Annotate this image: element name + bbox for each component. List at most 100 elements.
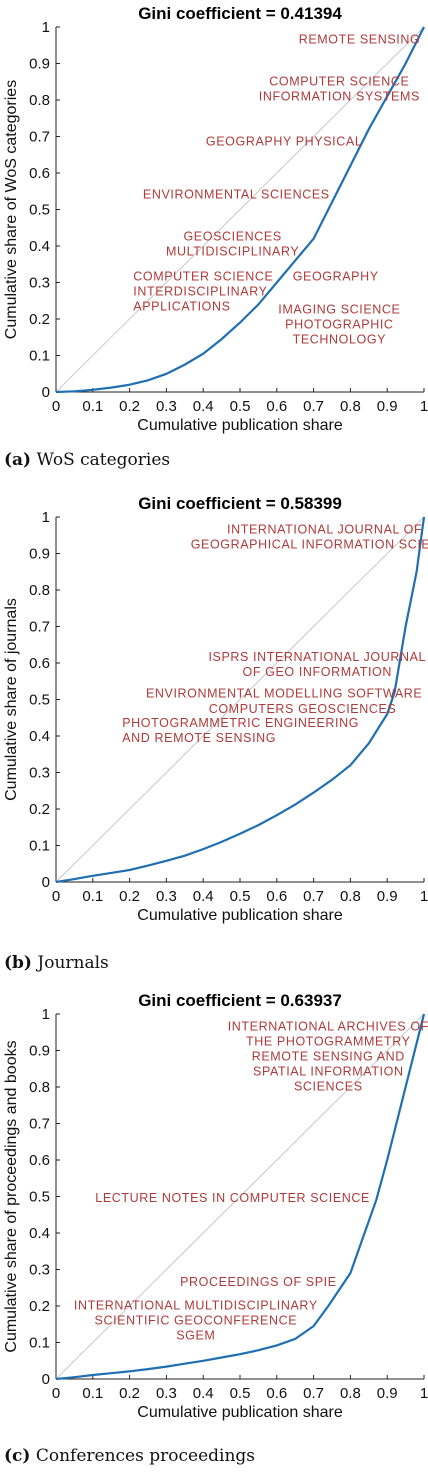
x-tick-label: 0: [52, 1385, 60, 1402]
x-tick-label: 0.4: [193, 888, 214, 905]
y-tick-label: 0.7: [29, 1116, 50, 1133]
y-axis-label: Cumulative share of journals: [3, 598, 20, 801]
annotation-line: PHOTOGRAMMETRIC ENGINEERING: [122, 716, 359, 730]
x-tick-label: 0.9: [377, 888, 398, 905]
x-tick-label: 0.3: [156, 398, 177, 415]
x-tick-label: 0.1: [82, 398, 103, 415]
category-annotation: INTERNATIONAL ARCHIVES OF THE PHOTOGRAMME…: [228, 1019, 428, 1093]
y-axis-label: Cumulative share of WoS categories: [3, 80, 20, 339]
category-annotation: LECTURE NOTES IN COMPUTER SCIENCE: [95, 1191, 370, 1205]
y-tick-label: 0.1: [29, 838, 50, 855]
chart-title: Gini coefficient = 0.41394: [138, 4, 342, 23]
x-tick-label: 0.6: [266, 888, 287, 905]
chart-panel-journals: Gini coefficient = 0.58399 0 0.1 0.2 0.3 0.4 0…: [0, 490, 428, 980]
y-tick-label: 0.5: [29, 202, 50, 219]
y-tick-label: 0.6: [29, 655, 50, 672]
category-annotation: GEOGRAPHY: [293, 270, 379, 284]
y-tick-label: 0.9: [29, 56, 50, 73]
y-tick-label: 0.9: [29, 546, 50, 563]
annotation-line: OF GEO INFORMATION: [243, 665, 392, 679]
x-tick-label: 0.6: [266, 1385, 287, 1402]
y-tick-label: 0.2: [29, 801, 50, 818]
chart-panel-wos-categories: Gini coefficient = 0.41394 0 0.1 0.2 0.3 0.4 0…: [0, 0, 428, 490]
x-tick-label: 0.8: [340, 1385, 361, 1402]
annotation-line: COMPUTER SCIENCE: [269, 74, 409, 88]
y-tick-label: 0: [42, 384, 50, 401]
y-tick-label: 0.8: [29, 92, 50, 109]
annotation-line: COMPUTERS GEOSCIENCES: [209, 702, 397, 716]
category-annotation: INTERNATIONAL JOURNAL OF GEOGRAPHICAL INF…: [191, 522, 428, 551]
y-tick-label: 0.8: [29, 582, 50, 599]
x-axis-label: Cumulative publication share: [137, 907, 343, 924]
annotation-line: INTERNATIONAL JOURNAL OF: [227, 522, 422, 536]
annotation-line: MULTIDISCIPLINARY: [166, 245, 299, 259]
x-tick-label: 1: [420, 888, 428, 905]
lorenz-chart-wos-categories: Gini coefficient = 0.41394 0 0.1 0.2 0.3 0.4 0…: [3, 4, 428, 434]
x-tick-label: 0.4: [193, 1385, 214, 1402]
category-annotation: ISPRS INTERNATIONAL JOURNAL OF GEO INFORM…: [208, 650, 426, 679]
x-tick-label: 0.6: [266, 398, 287, 415]
y-tick-label: 0: [42, 1371, 50, 1388]
chart-panel-conference-proceedings: Gini coefficient = 0.63937 0 0.1 0.2 0.3 0.4 0…: [0, 987, 428, 1477]
caption-label: (a): [4, 450, 32, 470]
y-tick-label: 0.2: [29, 311, 50, 328]
annotation-line: SCIENTIFIC GEOCONFERENCE: [95, 1314, 298, 1328]
annotation-line: ENVIRONMENTAL SCIENCES: [143, 188, 330, 202]
annotation-line: REMOTE SENSING: [299, 32, 421, 46]
annotation-line: APPLICATIONS: [133, 300, 230, 314]
annotation-line: INFORMATION SYSTEMS: [259, 89, 420, 103]
y-tick-label: 0.8: [29, 1079, 50, 1096]
y-tick-label: 0.9: [29, 1043, 50, 1060]
annotation-line: AND REMOTE SENSING: [122, 731, 276, 745]
y-tick-label: 0.6: [29, 1152, 50, 1169]
y-axis-label: Cumulative share of proceedings and book…: [3, 1040, 20, 1352]
annotation-line: GEOGRAPHY: [293, 270, 379, 284]
annotation-line: REMOTE SENSING AND: [252, 1049, 405, 1063]
category-annotation: COMPUTER SCIENCE INFORMATION SYSTEMS: [259, 74, 420, 103]
caption-conference-proceedings: (c) Conferences proceedings: [4, 1446, 255, 1466]
annotation-line: THE PHOTOGRAMMETRY: [246, 1034, 411, 1048]
x-tick-label: 0.3: [156, 888, 177, 905]
lorenz-curve: [55, 516, 426, 884]
x-tick-label: 0.2: [119, 398, 140, 415]
category-annotation: INTERNATIONAL MULTIDISCIPLINARY SCIENTIFI…: [74, 1299, 318, 1343]
y-tick-label: 0.1: [29, 348, 50, 365]
annotation-line: INTERDISCIPLINARY: [133, 285, 267, 299]
x-tick-label: 0.2: [119, 1385, 140, 1402]
x-tick-label: 0.1: [82, 1385, 103, 1402]
equality-line: [55, 1013, 425, 1380]
y-tick-label: 0.1: [29, 1335, 50, 1352]
annotation-line: IMAGING SCIENCE: [278, 303, 400, 317]
y-tick-label: 0.4: [29, 238, 50, 255]
x-axis-label: Cumulative publication share: [137, 1404, 343, 1421]
y-tick-label: 0.4: [29, 728, 50, 745]
y-tick-label: 0.6: [29, 165, 50, 182]
category-annotation: GEOSCIENCES MULTIDISCIPLINARY: [166, 230, 299, 259]
annotation-line: GEOGRAPHICAL INFORMATION SCIENCE: [191, 537, 428, 551]
x-tick-label: 0.9: [377, 398, 398, 415]
equality-line: [55, 26, 425, 393]
annotation-line: GEOSCIENCES: [183, 230, 281, 244]
caption-label: (b): [4, 953, 32, 973]
category-annotation: ENVIRONMENTAL SCIENCES: [143, 188, 330, 202]
x-tick-label: 0.8: [340, 888, 361, 905]
lorenz-chart-journals: Gini coefficient = 0.58399 0 0.1 0.2 0.3 0.4 0…: [3, 494, 428, 924]
caption-text: Conferences proceedings: [30, 1446, 256, 1466]
x-tick-label: 0.5: [230, 888, 251, 905]
y-tick-label: 0.3: [29, 1262, 50, 1279]
annotation-line: ISPRS INTERNATIONAL JOURNAL: [208, 650, 426, 664]
annotation-line: SGEM: [176, 1329, 215, 1343]
x-tick-label: 0.9: [377, 1385, 398, 1402]
annotation-line: SCIENCES: [294, 1079, 363, 1093]
x-tick-label: 0.8: [340, 398, 361, 415]
y-tick-label: 0.4: [29, 1225, 50, 1242]
x-tick-label: 0.7: [303, 398, 324, 415]
x-tick-label: 0.3: [156, 1385, 177, 1402]
y-tick-label: 0: [42, 874, 50, 891]
x-tick-label: 0.1: [82, 888, 103, 905]
category-annotation: ENVIRONMENTAL MODELLING SOFTWARE: [146, 687, 422, 701]
y-tick-label: 0.5: [29, 692, 50, 709]
annotation-line: INTERNATIONAL MULTIDISCIPLINARY: [74, 1299, 318, 1313]
y-tick-label: 0.5: [29, 1189, 50, 1206]
y-tick-label: 0.3: [29, 275, 50, 292]
